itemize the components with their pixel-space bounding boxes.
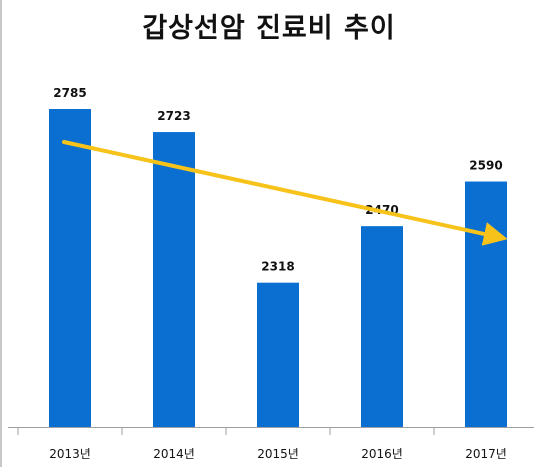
bar-2 bbox=[257, 282, 299, 427]
category-label-2: 2015년 bbox=[257, 447, 299, 461]
bar-1 bbox=[153, 132, 195, 428]
data-label-1: 2723 bbox=[157, 109, 190, 123]
chart-title: 갑상선암 진료비 추이 bbox=[142, 13, 396, 44]
bar-0 bbox=[49, 109, 91, 427]
trend-arrow bbox=[62, 140, 508, 246]
category-label-4: 2017년 bbox=[465, 447, 507, 461]
category-label-1: 2014년 bbox=[153, 447, 195, 461]
data-label-2: 2318 bbox=[261, 260, 294, 274]
category-label-0: 2013년 bbox=[49, 447, 91, 461]
data-label-0: 2785 bbox=[53, 86, 86, 100]
data-label-4: 2590 bbox=[469, 159, 502, 173]
bar-3 bbox=[361, 226, 403, 427]
category-label-3: 2016년 bbox=[361, 447, 403, 461]
bar-4 bbox=[465, 181, 507, 427]
